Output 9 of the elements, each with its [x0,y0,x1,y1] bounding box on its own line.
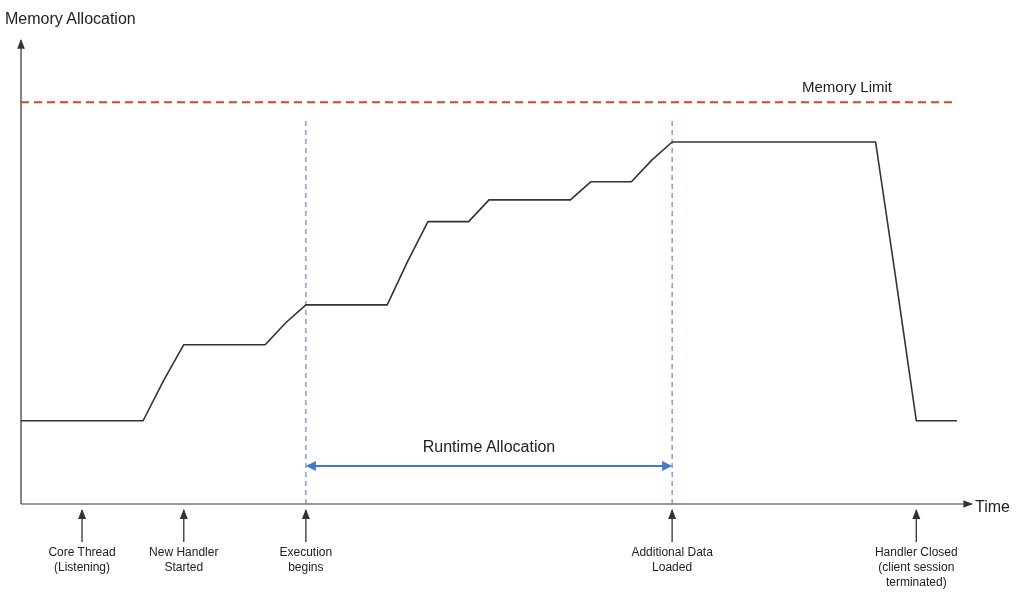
x-tick-label: Core Thread (Listening) [48,545,116,574]
x-tick-label: Additional Data Loaded [631,545,714,574]
annotation: Runtime Allocation [422,438,556,455]
ref-line-label: Memory Limit [801,78,893,96]
x-tick-label: Handler Closed (client session terminated) [874,545,958,589]
x-tick-label: Execution begins [279,545,333,574]
x-axis-title: Time [975,498,1011,515]
x-tick-label: New Handler Started [149,545,219,574]
text: Memory Allocation [5,10,136,27]
